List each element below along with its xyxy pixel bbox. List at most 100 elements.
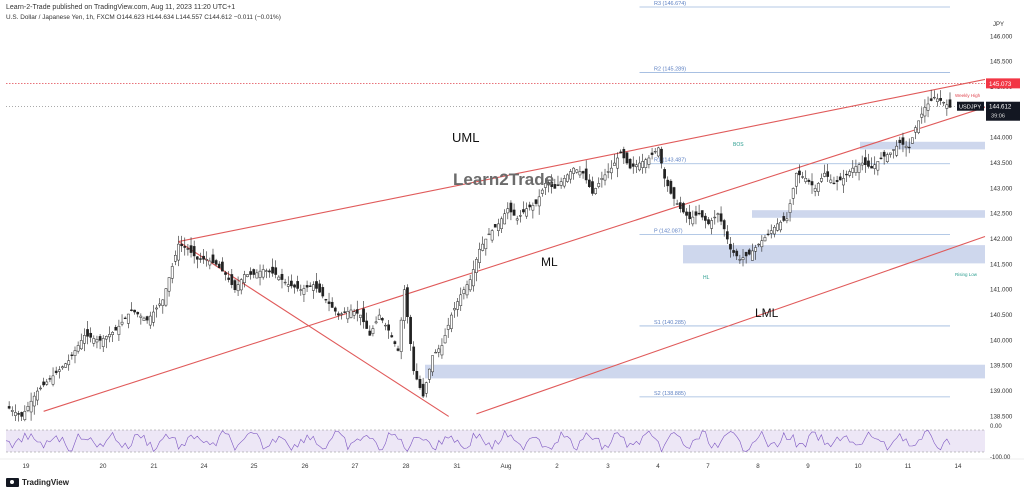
candle-body (738, 259, 742, 261)
candle-body (468, 279, 472, 291)
candle-body (669, 180, 673, 194)
candle-body (264, 270, 268, 272)
candle-body (418, 379, 422, 388)
time-axis-label: 9 (806, 463, 810, 470)
learn2trade-watermark: Learn2Trade (453, 170, 554, 189)
candle-body (688, 211, 692, 220)
high-price-tag (986, 78, 1020, 89)
candle-body (437, 348, 441, 353)
candle-body (180, 243, 183, 247)
candle-body (396, 348, 400, 351)
candle-body (710, 220, 713, 229)
candle-body (901, 137, 905, 145)
candle-body (283, 281, 287, 284)
candle-body (729, 243, 732, 250)
time-axis-label: 11 (905, 463, 912, 470)
candle-body (409, 316, 412, 345)
candle-body (299, 289, 303, 291)
candle-body (36, 390, 39, 401)
candle-body (553, 184, 557, 189)
candle-body (346, 311, 350, 320)
symbol-tag (957, 101, 984, 111)
candle-body (337, 313, 340, 316)
time-axis-label: 14 (955, 463, 962, 470)
candle-body (763, 237, 767, 242)
candle-body (500, 218, 503, 229)
candle-body (942, 102, 946, 104)
candle-body (641, 161, 645, 168)
symbol-name: USDJPY (959, 105, 981, 111)
candle-body (105, 336, 108, 340)
candle-body (578, 171, 582, 176)
candle-body (660, 148, 663, 164)
chart-publisher-line: Learn-2-Trade published on TradingView.c… (6, 4, 236, 11)
price-axis-label: 143.500 (990, 160, 1013, 167)
candle-body (647, 157, 651, 165)
price-axis-label: 146.000 (990, 33, 1013, 40)
candle-body (707, 219, 710, 225)
candle-body (616, 157, 619, 169)
candle-body (161, 299, 165, 306)
candle-body (142, 317, 146, 321)
price-axis-label: 138.500 (990, 413, 1013, 420)
candle-body (572, 167, 576, 174)
candle-body (587, 179, 591, 187)
currency-label: JPY (993, 22, 1004, 28)
pivot-label-5: S2 (138.885) (654, 391, 686, 397)
candle-body (148, 315, 152, 326)
candle-body (236, 284, 240, 292)
candle-body (214, 260, 218, 265)
candle-body (484, 238, 488, 250)
candle-body (123, 317, 127, 320)
candle-body (318, 283, 321, 293)
candle-body (139, 315, 143, 318)
candle-body (600, 178, 604, 180)
candle-body (892, 149, 895, 151)
candle-body (14, 412, 17, 416)
candle-body (349, 309, 353, 318)
candle-body (725, 231, 729, 240)
candle-body (503, 213, 507, 225)
rsi-line (5, 429, 951, 453)
candle-body (713, 216, 717, 219)
zone-box-3 (860, 141, 985, 150)
candle-body (835, 180, 839, 182)
candle-body (371, 328, 375, 334)
candle-body (271, 266, 274, 274)
price-axis-label: 141.000 (990, 287, 1013, 294)
candle-body (421, 383, 425, 397)
candle-body (120, 321, 124, 325)
candle-body (355, 309, 359, 314)
candle-body (424, 382, 428, 394)
candle-body (249, 271, 252, 275)
candle-body (644, 159, 648, 168)
candle-body (540, 189, 544, 194)
hl-label: HL (703, 275, 710, 281)
candle-body (895, 145, 899, 156)
candle-body (167, 277, 171, 292)
candle-body (889, 152, 892, 155)
candle-body (86, 329, 89, 337)
candle-body (751, 250, 754, 261)
pivot-label-0: R3 (146.6?4) (654, 1, 686, 7)
last-price-tag (986, 101, 1020, 121)
candle-body (625, 152, 629, 164)
candle-body (456, 301, 459, 310)
candle-body (280, 273, 284, 280)
price-axis-label: 139.000 (990, 388, 1013, 395)
candle-body (195, 256, 199, 260)
candle-body (377, 314, 381, 320)
candle-body (798, 170, 801, 176)
candle-body (390, 335, 394, 338)
candle-body (286, 284, 290, 287)
candle-body (870, 166, 873, 169)
candle-body (556, 184, 560, 186)
candle-body (324, 299, 328, 301)
time-axis-label: 28 (403, 463, 410, 470)
candle-body (838, 176, 842, 181)
candle-body (666, 179, 670, 187)
price-axis-label: 139.500 (990, 363, 1013, 370)
candle-body (842, 178, 845, 186)
candle-body (170, 266, 174, 279)
